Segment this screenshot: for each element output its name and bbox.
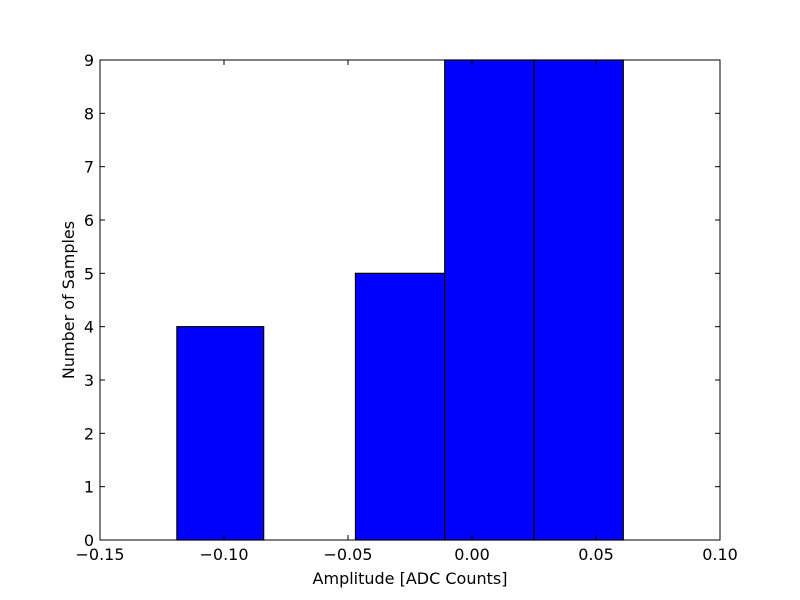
histogram-bar-3: [444, 59, 535, 541]
x-tick-label-4: 0.05: [578, 545, 614, 564]
y-tick-label-2: 2: [84, 424, 94, 443]
x-tick-label-2: −0.05: [323, 545, 372, 564]
bars-layer: [176, 59, 624, 541]
y-axis-label: Number of Samples: [59, 221, 78, 379]
tick-labels-layer: −0.15 −0.10 −0.05 0.00 0.05 0.10 0 1 2 3 4 5 6 7 8 9: [75, 51, 737, 564]
y-tick-label-3: 3: [84, 371, 94, 390]
histogram-bar-4: [533, 59, 624, 541]
x-axis-label: Amplitude [ADC Counts]: [313, 569, 508, 588]
y-tick-label-9: 9: [84, 51, 94, 70]
y-tick-label-0: 0: [84, 531, 94, 550]
y-tick-label-8: 8: [84, 104, 94, 123]
histogram-bar-2: [354, 272, 446, 541]
y-tick-label-6: 6: [84, 211, 94, 230]
y-tick-label-5: 5: [84, 264, 94, 283]
x-tick-label-5: 0.10: [702, 545, 738, 564]
x-tick-label-0: −0.15: [75, 545, 124, 564]
y-tick-label-1: 1: [84, 478, 94, 497]
ticks-layer: [99, 59, 721, 541]
histogram-bar-0: [176, 326, 265, 541]
x-tick-label-1: −0.10: [199, 545, 248, 564]
x-tick-label-3: 0.00: [454, 545, 490, 564]
plot-frame: [99, 59, 721, 541]
y-tick-label-7: 7: [84, 158, 94, 177]
y-tick-label-4: 4: [84, 318, 94, 337]
